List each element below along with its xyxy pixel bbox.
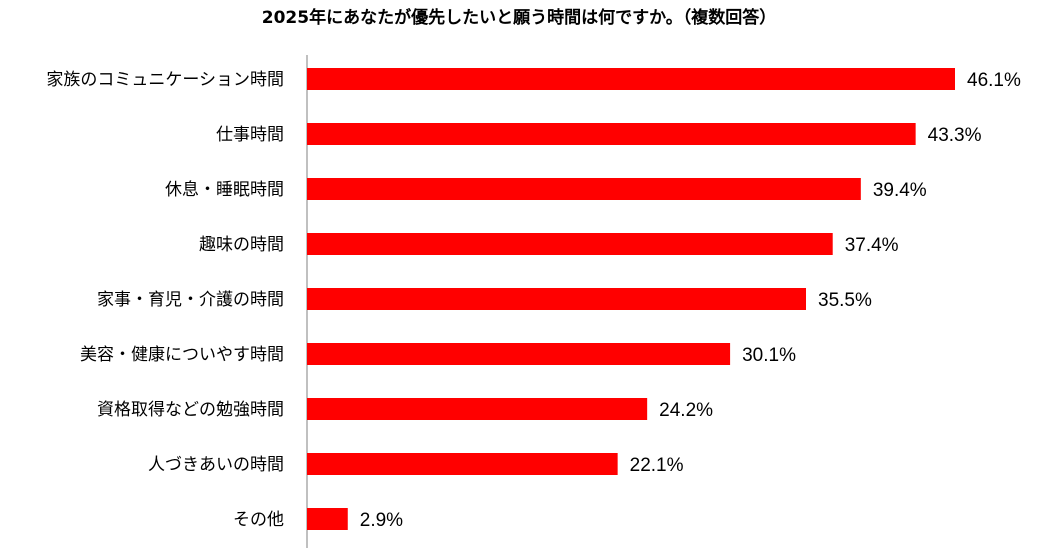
bar [307, 123, 916, 145]
value-label: 37.4% [845, 235, 899, 256]
value-label: 46.1% [967, 70, 1021, 91]
chart-title: 2025年にあなたが優先したいと願う時間は何ですか。（複数回答） [262, 7, 776, 28]
bar [307, 453, 618, 475]
value-label: 43.3% [928, 125, 982, 146]
value-label: 2.9% [360, 510, 403, 531]
category-label: 資格取得などの勉強時間 [97, 400, 284, 420]
category-label: その他 [233, 510, 284, 530]
value-label: 35.5% [818, 290, 872, 311]
category-label: 休息・睡眠時間 [165, 180, 284, 200]
category-label: 家事・育児・介護の時間 [97, 290, 284, 310]
bar [307, 398, 648, 420]
category-label: 家族のコミュニケーション時間 [46, 70, 284, 90]
category-label: 仕事時間 [216, 125, 284, 145]
category-label: 人づきあいの時間 [148, 455, 284, 475]
value-label: 22.1% [630, 455, 684, 476]
category-label: 趣味の時間 [199, 235, 284, 255]
value-label: 24.2% [659, 400, 713, 421]
bars-layer [307, 68, 955, 530]
bar [307, 233, 833, 255]
bar [307, 508, 348, 530]
labels-layer: 家族のコミュニケーション時間 46.1% 仕事時間 43.3% 休息・睡眠時間 39.4%… [46, 70, 1021, 531]
bar [307, 178, 861, 200]
bar [307, 288, 807, 310]
value-label: 39.4% [873, 180, 927, 201]
value-label: 30.1% [742, 345, 796, 366]
bar [307, 343, 731, 365]
category-label: 美容・健康についやす時間 [80, 345, 284, 365]
bar [307, 68, 955, 90]
